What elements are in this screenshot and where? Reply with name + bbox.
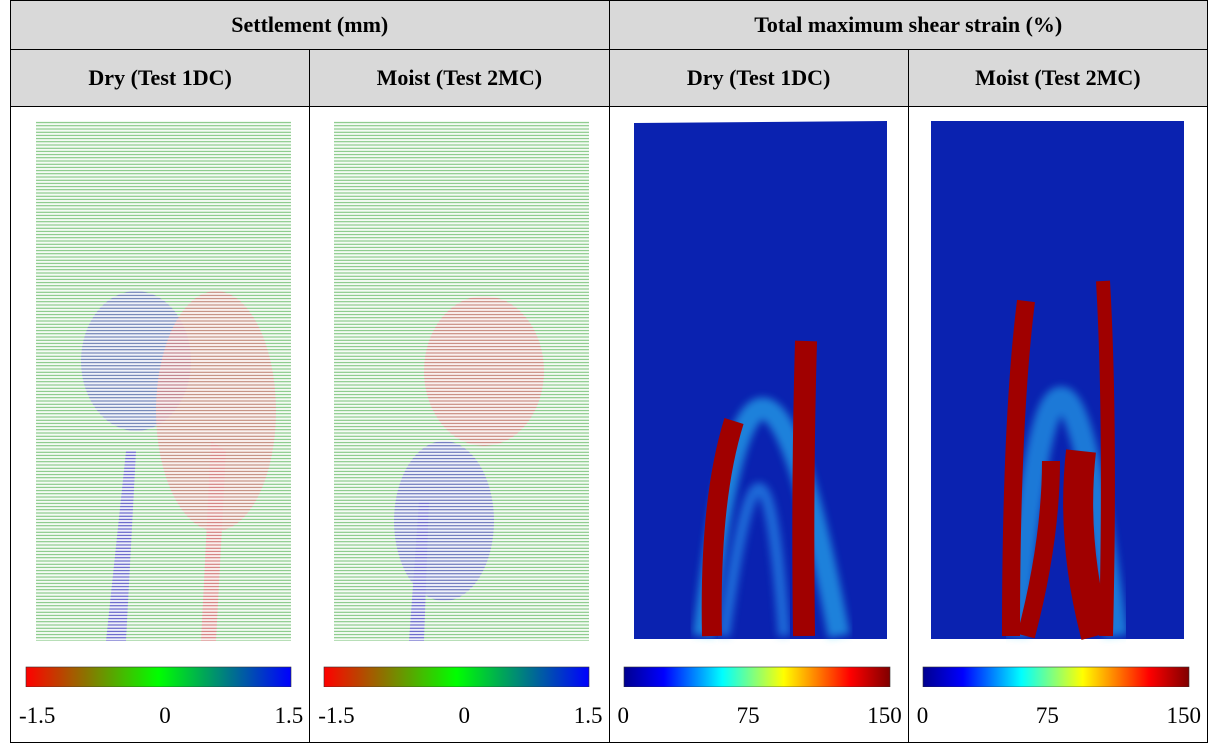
colorbar-tick: 75 [1035,703,1059,728]
colorbar-tick: 1.5 [573,703,603,728]
image-cell [309,106,610,649]
colorbar-tick: 1.5 [274,703,304,728]
group-header: Total maximum shear strain (%) [608,0,1208,50]
strain-image [633,121,887,639]
settlement-image [334,121,590,641]
colorbar-tick: 150 [867,703,902,728]
column-title: Moist (Test 2MC) [309,49,610,107]
image-cell [608,106,909,649]
colorbar [922,666,1190,687]
colorbar [323,666,590,687]
colorbar-tick: 0 [916,703,929,728]
colorbar-tick: 0 [458,703,470,728]
colorbar-cell: 0 75 150 [907,649,1209,743]
colorbar-tick: 150 [1166,703,1202,728]
column-title: Dry (Test 1DC) [608,49,909,107]
colorbar-cell: 0 75 150 [608,649,909,743]
figure-table: Settlement (mm) Total maximum shear stra… [9,0,1209,743]
colorbar-tick: 75 [736,703,760,728]
colorbar-cell: -1.5 0 1.5 [309,649,610,743]
column-title: Moist (Test 2MC) [907,49,1209,107]
colorbar-cell: -1.5 0 1.5 [9,649,311,743]
colorbar [623,666,890,687]
group-header: Settlement (mm) [10,0,610,50]
image-cell [9,106,311,649]
colorbar-tick: 0 [617,703,630,728]
colorbar-tick: -1.5 [318,703,355,728]
colorbar-tick: 0 [159,703,171,728]
colorbar [25,666,292,687]
settlement-image [36,121,291,641]
column-title: Dry (Test 1DC) [9,49,311,107]
strain-image [930,121,1184,640]
image-cell [907,106,1209,649]
colorbar-tick: -1.5 [19,703,56,728]
